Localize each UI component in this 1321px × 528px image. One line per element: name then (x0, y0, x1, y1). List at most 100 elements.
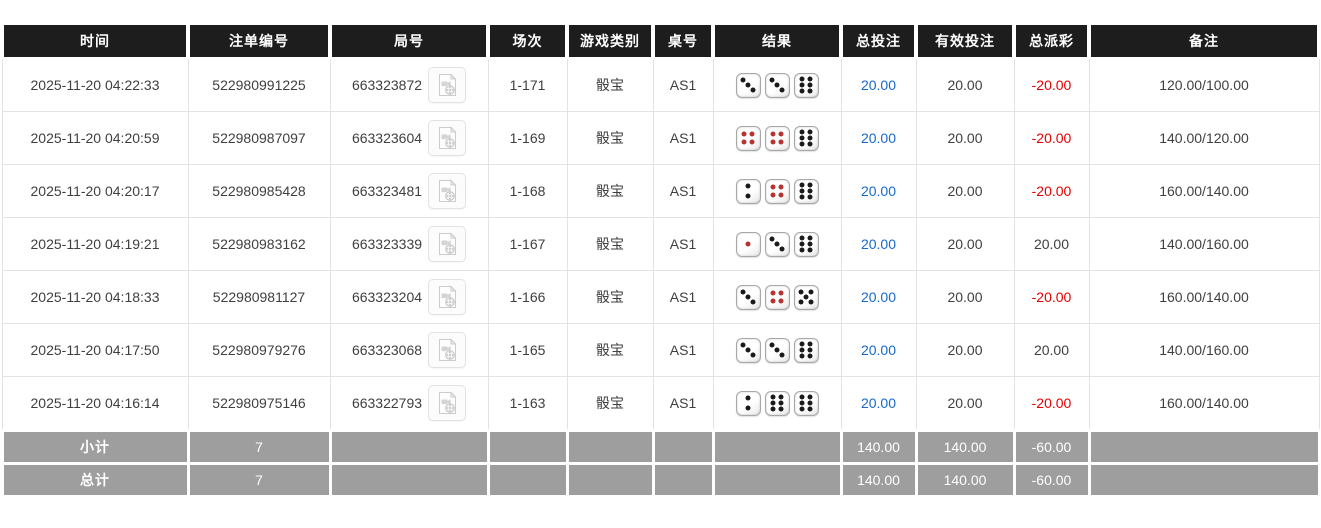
remark-value: 140.00/120.00 (1088, 111, 1320, 165)
footer-empty-cell (328, 429, 490, 465)
table-number: AS1 (652, 270, 714, 324)
bet-order-number: 522980991225 (187, 57, 331, 112)
dice-icon (764, 231, 790, 257)
footer-empty-cell (711, 429, 843, 465)
footer-total-payout: -60.00 (1012, 429, 1091, 465)
bet-count: 7 (186, 429, 332, 465)
dice-icon (793, 72, 819, 98)
video-replay-button[interactable] (428, 173, 467, 209)
session-number: 1-168 (487, 164, 568, 218)
remark-value: 140.00/160.00 (1088, 217, 1320, 271)
bet-time: 2025-11-20 04:20:59 (1, 111, 189, 165)
footer-total-bet: 140.00 (839, 462, 918, 498)
footer-remark (1087, 462, 1321, 498)
footer-empty-cell (486, 429, 569, 465)
bet-time: 2025-11-20 04:22:33 (1, 57, 189, 112)
valid-bet-amount: 20.00 (915, 164, 1015, 218)
table-footer: 小计 7 140.00 140.00 -60.00 总计 7 140.00 140.00 -60.… (0, 429, 1321, 498)
result-cell (712, 217, 842, 271)
column-header-total_payout: 总派彩 (1012, 25, 1091, 59)
table-number: AS1 (652, 323, 714, 377)
remark-value: 160.00/140.00 (1088, 376, 1320, 431)
bet-order-number: 522980987097 (187, 111, 331, 165)
total-bet-amount: 20.00 (840, 376, 917, 431)
game-type: 骰宝 (566, 164, 654, 218)
footer-empty-cell (565, 429, 655, 465)
round-cell: 663323068 (329, 323, 489, 377)
dice-icon (764, 72, 790, 98)
table-number: AS1 (652, 217, 714, 271)
round-number: 663323872 (351, 77, 423, 93)
video-replay-button[interactable] (428, 226, 467, 262)
session-number: 1-163 (487, 376, 568, 431)
remark-value: 160.00/140.00 (1088, 270, 1320, 324)
table-row: 2025-11-20 04:17:50 522980979276 663323068… (1, 323, 1320, 377)
bet-order-number: 522980981127 (187, 270, 331, 324)
table-row: 2025-11-20 04:20:17 522980985428 663323481… (1, 164, 1320, 218)
grand-total-row: 总计 7 140.00 140.00 -60.00 (0, 462, 1321, 498)
table-row: 2025-11-20 04:18:33 522980981127 663323204… (1, 270, 1320, 324)
bet-order-number: 522980985428 (187, 164, 331, 218)
round-number: 663323339 (351, 236, 423, 252)
subtotal-row: 小计 7 140.00 140.00 -60.00 (0, 429, 1321, 465)
remark-value: 140.00/160.00 (1088, 323, 1320, 377)
dice-result (718, 231, 837, 257)
column-header-game_type: 游戏类别 (565, 25, 655, 59)
video-replay-button[interactable] (428, 385, 467, 421)
session-number: 1-165 (487, 323, 568, 377)
video-file-icon (438, 338, 457, 361)
total-payout-amount: -20.00 (1013, 111, 1090, 165)
valid-bet-amount: 20.00 (915, 323, 1015, 377)
game-type: 骰宝 (566, 376, 654, 431)
column-header-result: 结果 (711, 25, 843, 59)
dice-icon (793, 125, 819, 151)
table-number: AS1 (652, 164, 714, 218)
video-replay-button[interactable] (428, 120, 467, 156)
dice-icon (764, 337, 790, 363)
total-bet-amount: 20.00 (840, 164, 917, 218)
dice-result (718, 72, 837, 98)
table-number: AS1 (652, 376, 714, 431)
dice-icon (764, 178, 790, 204)
video-file-icon (438, 126, 457, 149)
dice-icon (793, 390, 819, 416)
footer-valid-bet: 140.00 (914, 429, 1016, 465)
dice-icon (735, 284, 761, 310)
bet-time: 2025-11-20 04:20:17 (1, 164, 189, 218)
total-payout-amount: -20.00 (1013, 270, 1090, 324)
dice-icon (793, 231, 819, 257)
bet-time: 2025-11-20 04:16:14 (1, 376, 189, 431)
footer-empty-cell (651, 462, 715, 498)
table-header: 时间 注单编号 局号 场次 游戏类别 桌号 结果 总投注 有效投注 总派彩 备注 (0, 25, 1321, 59)
total-bet-amount: 20.00 (840, 270, 917, 324)
total-bet-amount: 20.00 (840, 323, 917, 377)
dice-result (718, 337, 837, 363)
total-payout-amount: -20.00 (1013, 57, 1090, 112)
video-replay-button[interactable] (428, 279, 467, 315)
dice-icon (735, 231, 761, 257)
game-type: 骰宝 (566, 57, 654, 112)
dice-result (718, 284, 837, 310)
dice-icon (793, 337, 819, 363)
remark-value: 120.00/100.00 (1088, 57, 1320, 112)
bet-time: 2025-11-20 04:18:33 (1, 270, 189, 324)
column-header-bet_id: 注单编号 (186, 25, 332, 59)
footer-empty-cell (565, 462, 655, 498)
grand-total-label: 总计 (0, 462, 190, 498)
total-bet-amount: 20.00 (840, 57, 917, 112)
total-payout-amount: 20.00 (1013, 323, 1090, 377)
total-payout-amount: -20.00 (1013, 164, 1090, 218)
table-row: 2025-11-20 04:16:14 522980975146 663322793… (1, 376, 1320, 431)
round-number: 663323204 (351, 289, 423, 305)
session-number: 1-171 (487, 57, 568, 112)
bet-order-number: 522980983162 (187, 217, 331, 271)
footer-empty-cell (711, 462, 843, 498)
video-replay-button[interactable] (428, 67, 467, 103)
game-type: 骰宝 (566, 270, 654, 324)
video-file-icon (438, 285, 457, 308)
dice-icon (735, 125, 761, 151)
session-number: 1-166 (487, 270, 568, 324)
video-replay-button[interactable] (428, 332, 467, 368)
column-header-session: 场次 (486, 25, 569, 59)
